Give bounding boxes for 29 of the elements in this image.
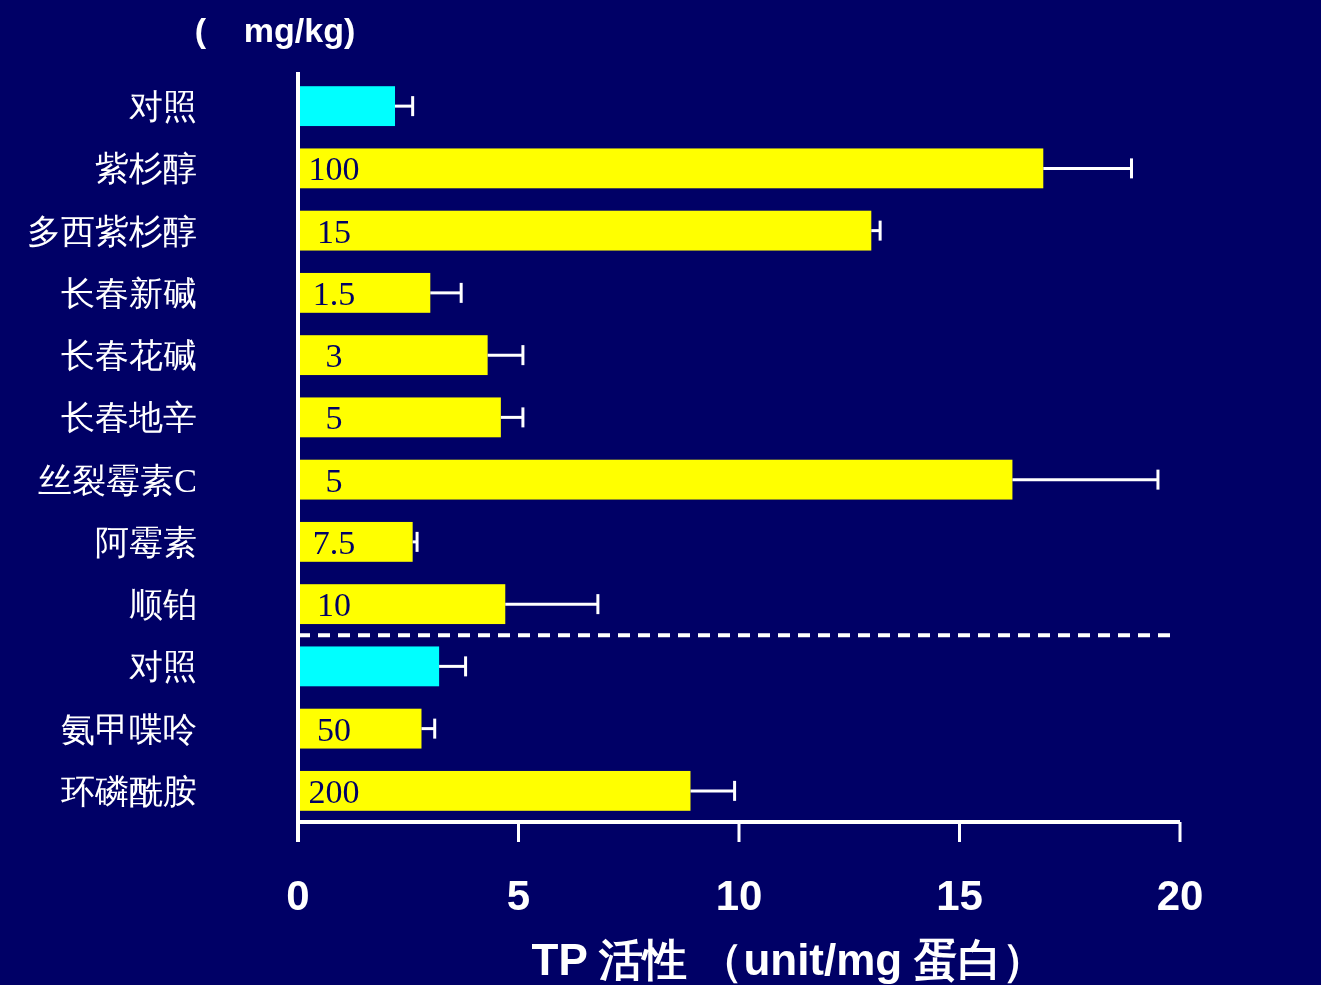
y-tick-label: 长春新碱 <box>61 274 197 312</box>
x-tick-label: 5 <box>506 872 531 919</box>
annotation: 15 <box>317 212 351 250</box>
annotation: 100 <box>308 150 360 188</box>
annotation: 5 <box>325 399 343 437</box>
x-tick-label: 0 <box>286 872 310 919</box>
y-tick-label: 对照 <box>129 88 197 126</box>
y-tick-label: 多西紫杉醇 <box>27 212 197 250</box>
y-tick-label: 氨甲喋呤 <box>61 710 197 748</box>
y-tick-label: 长春花碱 <box>61 337 197 375</box>
y-tick-label: 对照 <box>129 648 197 686</box>
annotation: 50 <box>317 710 351 748</box>
y-tick-label: 环磷酰胺 <box>61 772 197 810</box>
x-tick-label: 20 <box>1156 872 1204 919</box>
x-axis-title: TP 活性 （unit/mg 蛋白） <box>531 935 1047 984</box>
y-tick-label: 长春地辛 <box>61 399 197 437</box>
annotation: 7.5 <box>312 523 356 561</box>
x-tick-label: 10 <box>715 872 763 919</box>
x-tick-label: 15 <box>936 872 983 919</box>
chart-title: ( mg/kg) <box>194 11 356 49</box>
annotation: 200 <box>308 772 360 810</box>
y-tick-label: 紫杉醇 <box>95 150 197 188</box>
y-tick-label: 阿霉素 <box>95 523 197 561</box>
annotation: 10 <box>317 586 351 624</box>
y-tick-label: 顺铂 <box>129 586 197 624</box>
annotation: 1.5 <box>312 274 356 312</box>
y-tick-label: 丝裂霉素C <box>38 461 197 499</box>
annotation: 5 <box>325 461 343 499</box>
annotation: 3 <box>325 337 343 375</box>
